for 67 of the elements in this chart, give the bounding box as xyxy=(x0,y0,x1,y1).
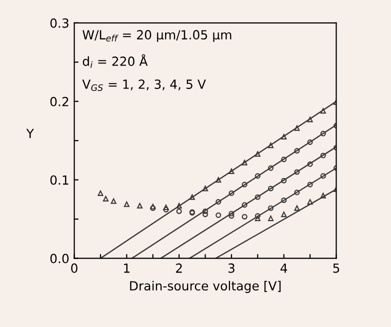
point xyxy=(281,156,287,162)
annotation: W/L$_{eff}$ = 20 μm/1.05 μm xyxy=(82,30,232,42)
point xyxy=(281,178,287,184)
point xyxy=(307,116,313,122)
point xyxy=(254,194,260,200)
point xyxy=(102,196,109,202)
point xyxy=(294,190,300,196)
point xyxy=(294,169,300,175)
y-axis-title: Y xyxy=(26,128,34,138)
point xyxy=(281,197,287,204)
point xyxy=(320,192,326,198)
point xyxy=(228,190,234,196)
point xyxy=(163,206,169,212)
point xyxy=(254,173,260,179)
annotation: V$_{GS}$ = 1, 2, 3, 4, 5 V xyxy=(82,80,206,91)
point xyxy=(176,202,182,209)
point xyxy=(294,148,300,154)
point xyxy=(242,182,248,188)
x-tick-label: 1 xyxy=(124,264,130,273)
point xyxy=(228,210,234,216)
point xyxy=(228,213,234,219)
point xyxy=(124,201,130,207)
point xyxy=(176,208,182,214)
point xyxy=(268,142,274,148)
y-tick-label: 0.1 xyxy=(50,175,68,185)
y-tick-label: 0.3 xyxy=(50,18,68,28)
point xyxy=(242,214,248,220)
x-tick-label: 2 xyxy=(176,263,182,273)
point xyxy=(242,160,248,166)
point xyxy=(320,152,326,158)
point xyxy=(307,199,313,205)
y-tick-label: 0.0 xyxy=(50,254,69,264)
point xyxy=(307,139,313,145)
point xyxy=(254,216,260,222)
x-axis-title: Drain-source voltage [V] xyxy=(130,280,281,293)
point xyxy=(307,182,313,188)
point xyxy=(202,212,208,218)
x-tick-label: 0 xyxy=(71,263,78,273)
point xyxy=(202,186,208,192)
x-tick-label: 4 xyxy=(280,264,288,273)
point xyxy=(216,212,222,218)
point xyxy=(281,134,287,140)
point xyxy=(202,208,208,214)
point xyxy=(242,202,248,208)
point xyxy=(268,165,274,171)
point xyxy=(320,173,326,179)
point xyxy=(268,186,274,192)
point xyxy=(307,161,313,167)
point xyxy=(189,194,195,200)
point xyxy=(268,216,274,222)
point xyxy=(216,199,222,205)
point xyxy=(254,213,260,219)
x-tick-label: 5 xyxy=(333,264,340,273)
point xyxy=(98,190,104,196)
point xyxy=(137,202,143,209)
y-tick-label: 0.2 xyxy=(50,96,68,106)
point xyxy=(281,212,287,218)
point xyxy=(320,108,326,114)
annotation: d$_{i}$ = 220 Å xyxy=(82,54,148,68)
point xyxy=(268,205,274,211)
point xyxy=(228,168,234,174)
point xyxy=(294,125,300,131)
point xyxy=(110,198,116,204)
x-tick-label: 3 xyxy=(228,263,234,273)
point xyxy=(294,205,300,211)
point xyxy=(320,130,326,136)
point xyxy=(254,151,260,157)
